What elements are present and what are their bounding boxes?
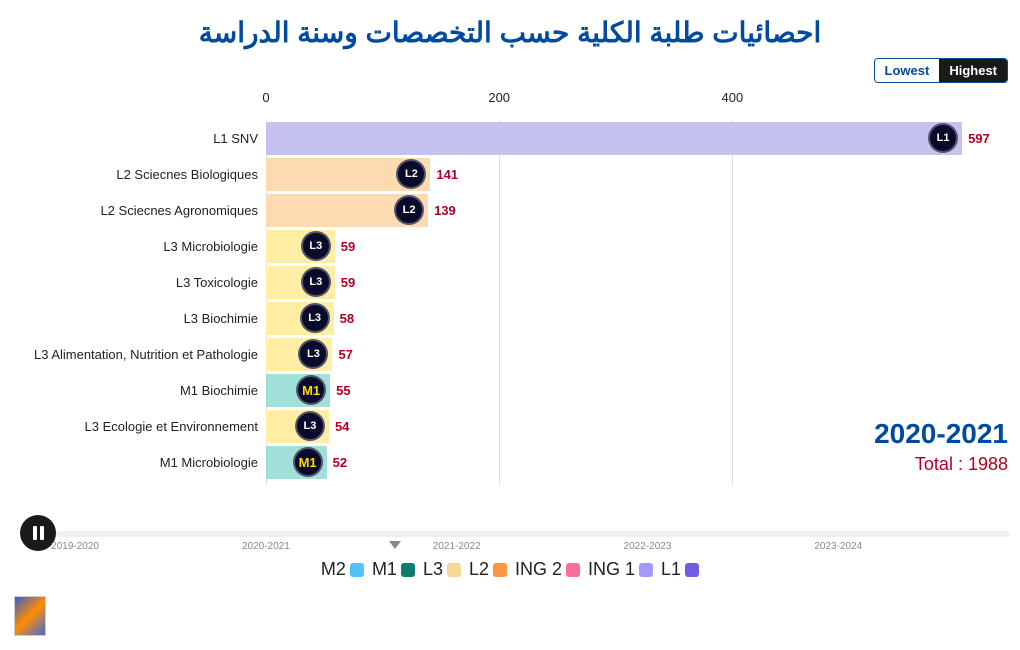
- chart-title: احصائيات طلبة الكلية حسب التخصصات وسنة ا…: [0, 0, 1020, 57]
- sort-highest[interactable]: Highest: [939, 59, 1007, 82]
- legend-item: L3: [423, 559, 461, 580]
- bar-chart: 0200400 L1 SNVL1597L2 Sciecnes Biologiqu…: [10, 90, 1010, 490]
- timeline-label: 2019-2020: [51, 541, 99, 552]
- legend-item: M2: [321, 559, 364, 580]
- bar-value: 57: [338, 347, 352, 362]
- bar-rect: L359: [266, 266, 335, 299]
- bar-row: M1 BiochimieM155: [10, 372, 1010, 408]
- bar-value: 59: [341, 239, 355, 254]
- timeline: 2019-2020 2020-2021 2021-2022 2022-2023 2023…: [20, 515, 1010, 555]
- level-icon: L3: [301, 267, 331, 297]
- timeline-marker[interactable]: [389, 541, 401, 549]
- legend-swatch: [566, 563, 580, 577]
- legend-label: M1: [372, 559, 397, 580]
- year-label: 2020-2021: [874, 418, 1008, 450]
- bar-row: M1 MicrobiologieM152: [10, 444, 1010, 480]
- legend-swatch: [350, 563, 364, 577]
- bar-row: L1 SNVL1597: [10, 120, 1010, 156]
- level-icon: L3: [300, 303, 330, 333]
- bar-label: L3 Biochimie: [10, 311, 266, 326]
- bar-rect: L2139: [266, 194, 428, 227]
- sort-toggle[interactable]: Lowest Highest: [874, 58, 1008, 83]
- legend-swatch: [401, 563, 415, 577]
- bar-rect: L358: [266, 302, 334, 335]
- timeline-label: 2023-2024: [814, 541, 862, 552]
- bar-value: 597: [968, 131, 990, 146]
- legend-item: M1: [372, 559, 415, 580]
- bar-row: L3 MicrobiologieL359: [10, 228, 1010, 264]
- bar-label: L3 Microbiologie: [10, 239, 266, 254]
- bar-rect: L354: [266, 410, 329, 443]
- legend-label: ING 1: [588, 559, 635, 580]
- legend-item: L1: [661, 559, 699, 580]
- bar-row: L3 ToxicologieL359: [10, 264, 1010, 300]
- legend-item: L2: [469, 559, 507, 580]
- timeline-label: 2020-2021: [242, 541, 290, 552]
- axis-tick: 0: [262, 90, 269, 105]
- level-icon: L3: [298, 339, 328, 369]
- bar-value: 58: [340, 311, 354, 326]
- bar-label: L3 Alimentation, Nutrition et Pathologie: [10, 347, 266, 362]
- bar-rect: L357: [266, 338, 332, 371]
- legend-label: L3: [423, 559, 443, 580]
- level-icon: L1: [928, 123, 958, 153]
- timeline-label: 2021-2022: [433, 541, 481, 552]
- bar-label: L3 Toxicologie: [10, 275, 266, 290]
- level-icon: L2: [394, 195, 424, 225]
- bar-value: 55: [336, 383, 350, 398]
- legend-label: L1: [661, 559, 681, 580]
- bar-value: 141: [436, 167, 458, 182]
- bar-rect: L2141: [266, 158, 430, 191]
- bar-value: 52: [333, 455, 347, 470]
- level-icon: L3: [295, 411, 325, 441]
- legend-item: ING 2: [515, 559, 580, 580]
- bar-label: M1 Microbiologie: [10, 455, 266, 470]
- legend-item: ING 1: [588, 559, 653, 580]
- timeline-track[interactable]: [56, 531, 1010, 537]
- bar-row: L2 Sciecnes AgronomiquesL2139: [10, 192, 1010, 228]
- legend-swatch: [685, 563, 699, 577]
- pause-icon: [33, 526, 44, 540]
- legend: L1 ING 1 ING 2 L2 L3 M1 M2: [0, 559, 1020, 580]
- bar-label: M1 Biochimie: [10, 383, 266, 398]
- sort-lowest[interactable]: Lowest: [875, 59, 940, 82]
- bar-value: 139: [434, 203, 456, 218]
- level-icon: L2: [396, 159, 426, 189]
- bar-label: L2 Sciecnes Agronomiques: [10, 203, 266, 218]
- bar-row: L3 Ecologie et EnvironnementL354: [10, 408, 1010, 444]
- bar-row: L3 Alimentation, Nutrition et Pathologie…: [10, 336, 1010, 372]
- bar-rect: M152: [266, 446, 327, 479]
- legend-swatch: [447, 563, 461, 577]
- total-label: Total : 1988: [915, 454, 1008, 475]
- bar-row: L3 BiochimieL358: [10, 300, 1010, 336]
- level-icon: M1: [293, 447, 323, 477]
- axis-tick: 200: [488, 90, 510, 105]
- axis-tick: 400: [722, 90, 744, 105]
- legend-label: M2: [321, 559, 346, 580]
- level-icon: L3: [301, 231, 331, 261]
- legend-swatch: [493, 563, 507, 577]
- legend-swatch: [639, 563, 653, 577]
- bar-rect: M155: [266, 374, 330, 407]
- bar-label: L1 SNV: [10, 131, 266, 146]
- bar-value: 59: [341, 275, 355, 290]
- bar-rect: L1597: [266, 122, 962, 155]
- footer-image: [14, 596, 46, 636]
- level-icon: M1: [296, 375, 326, 405]
- bar-row: L2 Sciecnes BiologiquesL2141: [10, 156, 1010, 192]
- x-axis: 0200400: [266, 90, 966, 110]
- bars-container: L1 SNVL1597L2 Sciecnes BiologiquesL2141L…: [10, 120, 1010, 480]
- bar-label: L3 Ecologie et Environnement: [10, 419, 266, 434]
- bar-value: 54: [335, 419, 349, 434]
- bar-label: L2 Sciecnes Biologiques: [10, 167, 266, 182]
- timeline-label: 2022-2023: [624, 541, 672, 552]
- bar-rect: L359: [266, 230, 335, 263]
- legend-label: L2: [469, 559, 489, 580]
- legend-label: ING 2: [515, 559, 562, 580]
